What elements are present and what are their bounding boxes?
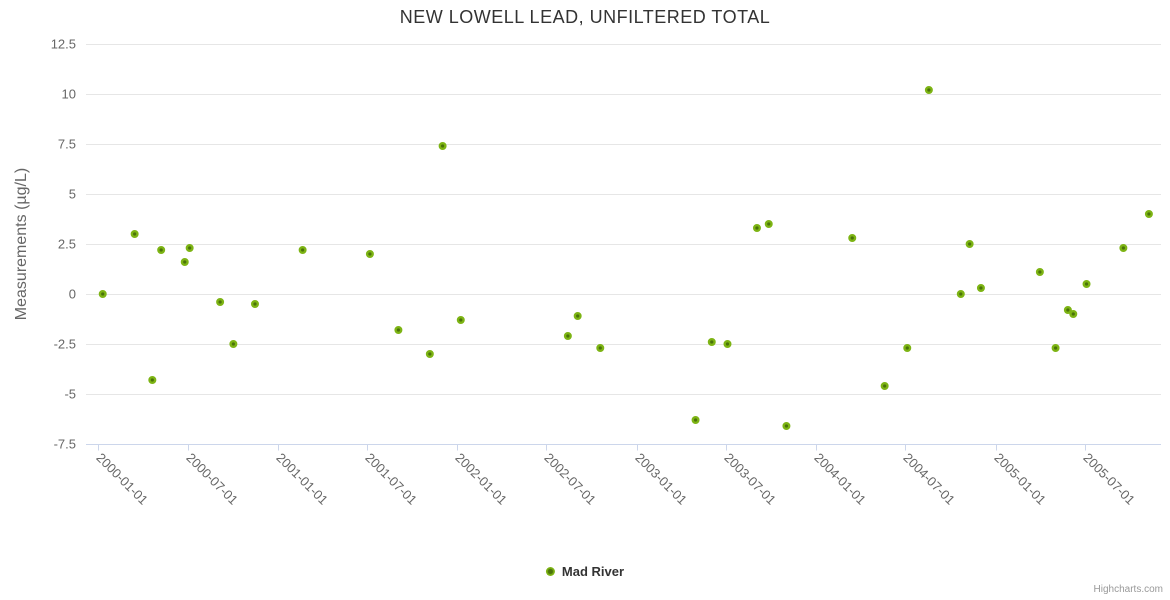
x-axis-tick-label: 2002-01-01 (452, 450, 510, 508)
credits-link[interactable]: Highcharts.com (1093, 584, 1163, 595)
data-point[interactable] (1082, 280, 1091, 289)
data-point[interactable] (903, 344, 912, 353)
x-axis-tick-label: 2003-01-01 (632, 450, 690, 508)
chart-title: NEW LOWELL LEAD, UNFILTERED TOTAL (399, 7, 771, 27)
y-axis-tick-label: -5 (64, 387, 76, 402)
x-axis-tick-label: 2000-07-01 (183, 450, 241, 508)
data-point[interactable] (965, 239, 974, 248)
data-point[interactable] (1144, 209, 1153, 218)
y-axis-tick-label: 0 (69, 287, 76, 302)
y-axis-tick-label: -2.5 (54, 337, 76, 352)
data-point[interactable] (98, 290, 107, 299)
data-point[interactable] (782, 422, 791, 431)
data-point[interactable] (563, 332, 572, 341)
data-point[interactable] (691, 416, 700, 425)
data-point[interactable] (976, 284, 985, 293)
data-point[interactable] (707, 338, 716, 347)
data-point[interactable] (596, 344, 605, 353)
x-axis-tick-label: 2004-07-01 (900, 450, 958, 508)
data-point[interactable] (425, 350, 434, 359)
data-point[interactable] (924, 85, 933, 94)
y-axis-tick-label: 10 (62, 87, 76, 102)
data-point[interactable] (723, 340, 732, 349)
data-point[interactable] (764, 219, 773, 228)
data-point[interactable] (848, 233, 857, 242)
data-point[interactable] (573, 312, 582, 321)
legend-label: Mad River (561, 564, 625, 579)
y-axis-tick-label: 2.5 (58, 237, 76, 252)
data-point[interactable] (250, 300, 259, 309)
y-axis-tick-label: 7.5 (58, 137, 76, 152)
x-axis-tick-label: 2005-07-01 (1080, 450, 1138, 508)
data-point[interactable] (752, 223, 761, 232)
data-point[interactable] (456, 316, 465, 325)
data-point[interactable] (1119, 243, 1128, 252)
legend-marker-icon (545, 567, 555, 576)
data-point[interactable] (229, 340, 238, 349)
data-point[interactable] (880, 382, 889, 391)
x-axis-tick-label: 2001-07-01 (362, 450, 420, 508)
data-point[interactable] (1035, 268, 1044, 277)
data-point[interactable] (185, 243, 194, 252)
data-point[interactable] (1069, 310, 1078, 319)
y-axis-tick-label: 5 (69, 187, 76, 202)
x-axis-tick-label: 2002-07-01 (541, 450, 599, 508)
data-point[interactable] (394, 326, 403, 335)
x-axis-tick-label: 2000-01-01 (93, 450, 151, 508)
x-axis-tick-label: 2004-01-01 (811, 450, 869, 508)
data-point[interactable] (365, 249, 374, 258)
x-axis-tick-label: 2005-01-01 (991, 450, 1049, 508)
y-axis-tick-label: 12.5 (51, 37, 76, 52)
data-point[interactable] (157, 245, 166, 254)
data-point[interactable] (180, 258, 189, 267)
data-point[interactable] (148, 376, 157, 385)
data-point[interactable] (1051, 344, 1060, 353)
data-point[interactable] (216, 298, 225, 307)
x-axis-tick-label: 2001-01-01 (273, 450, 331, 508)
data-point[interactable] (298, 245, 307, 254)
data-point[interactable] (438, 141, 447, 150)
data-point[interactable] (1063, 306, 1072, 315)
x-axis-tick-label: 2003-07-01 (721, 450, 779, 508)
data-point[interactable] (956, 290, 965, 299)
y-axis-tick-label: -7.5 (54, 437, 76, 452)
legend-item-mad-river[interactable]: Mad River (545, 564, 625, 579)
data-point[interactable] (130, 229, 139, 238)
